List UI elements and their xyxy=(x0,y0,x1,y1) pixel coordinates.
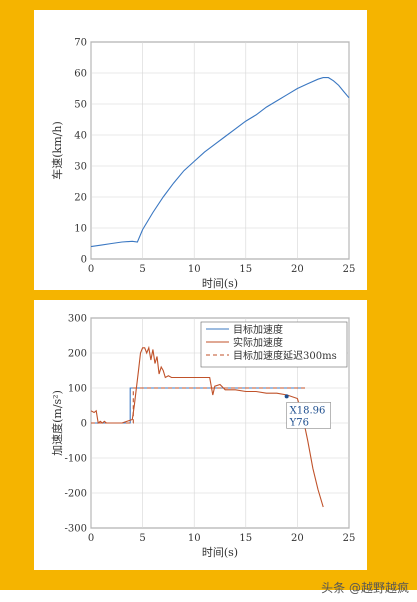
y-tick-label: 0 xyxy=(81,419,87,430)
y-tick-label: 60 xyxy=(74,69,87,80)
y-tick-label: 30 xyxy=(74,162,87,173)
y-tick-label: 50 xyxy=(74,100,87,111)
series-line-2 xyxy=(90,345,324,508)
x-tick-label: 0 xyxy=(88,533,94,544)
y-tick-label: 100 xyxy=(68,384,87,395)
annotation-y-label: Y76 xyxy=(289,417,309,428)
acceleration-chart: 0 5 10 15 20 25 -300 -200 -100 0 100 200 300 时间(s) 加速度… xyxy=(50,314,356,560)
x-tick-label: 0 xyxy=(88,264,94,275)
plot-area xyxy=(90,41,350,260)
y-tick-label: 300 xyxy=(68,314,87,325)
speed-chart-card: 0 5 10 15 20 25 0 10 20 30 40 50 60 70 时间(s) 车速(km/h) xyxy=(34,10,367,290)
y-tick-label: 70 xyxy=(74,38,87,49)
x-tick-label: 10 xyxy=(188,264,201,275)
y-tick-label: 20 xyxy=(74,193,87,204)
y-tick-label: 200 xyxy=(68,349,87,360)
x-tick-label: 25 xyxy=(343,264,356,275)
legend-label: 目标加速度 xyxy=(233,323,283,336)
x-axis-label: 时间(s) xyxy=(202,546,238,559)
watermark: 头条 @越野越疯 xyxy=(321,581,409,595)
y-tick-label: -100 xyxy=(65,454,87,465)
x-tick-label: 5 xyxy=(139,264,145,275)
speed-chart: 0 5 10 15 20 25 0 10 20 30 40 50 60 70 时间(s) 车速(km/h) xyxy=(50,38,356,291)
y-axis-label: 加速度(m/s²) xyxy=(50,390,64,456)
x-tick-label: 5 xyxy=(139,533,145,544)
legend-label: 目标加速度延迟300ms xyxy=(233,349,337,362)
x-tick-label: 15 xyxy=(239,264,252,275)
x-tick-label: 25 xyxy=(343,533,356,544)
y-axis-label: 车速(km/h) xyxy=(50,121,64,179)
x-axis-label: 时间(s) xyxy=(202,277,238,290)
acceleration-chart-card: 0 5 10 15 20 25 -300 -200 -100 0 100 200 300 时间(s) 加速度… xyxy=(34,300,367,570)
annotation-frame xyxy=(286,402,331,429)
y-tick-label: 40 xyxy=(74,131,87,142)
x-tick-label: 20 xyxy=(291,264,304,275)
annotation-x-label: X18.96 xyxy=(290,405,326,416)
x-tick-label: 15 xyxy=(239,533,252,544)
annotation-marker xyxy=(284,394,289,399)
y-tick-label: 0 xyxy=(81,255,87,266)
y-tick-label: 10 xyxy=(74,224,87,235)
x-tick-label: 10 xyxy=(188,533,201,544)
series-line-3 xyxy=(91,387,306,424)
series-line-1 xyxy=(90,77,350,248)
y-tick-label: -300 xyxy=(65,524,87,535)
legend-label: 实际加速度 xyxy=(233,336,283,349)
x-tick-label: 20 xyxy=(291,533,304,544)
y-tick-label: -200 xyxy=(65,489,87,500)
